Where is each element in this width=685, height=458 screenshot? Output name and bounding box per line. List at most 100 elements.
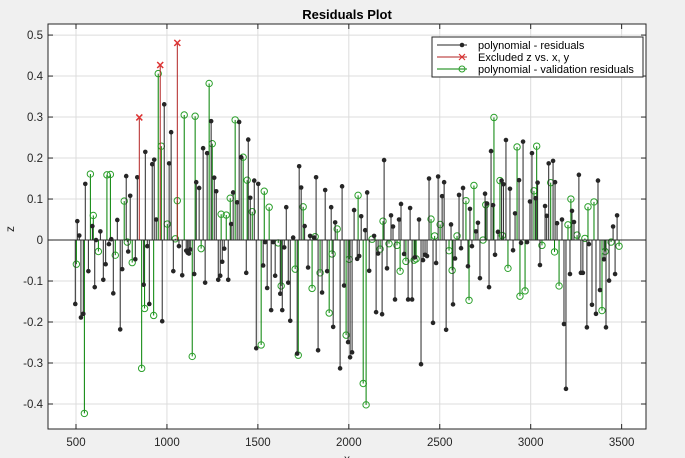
stem-marker-circle bbox=[342, 331, 350, 339]
stem-marker-dot bbox=[501, 181, 506, 187]
stem-marker-dot bbox=[595, 178, 601, 183]
stem-residual bbox=[264, 240, 270, 291]
stem-residual bbox=[569, 208, 575, 241]
stem-residual bbox=[92, 240, 98, 290]
stem-residual bbox=[535, 180, 540, 241]
stem-marker-dot bbox=[490, 202, 496, 208]
stem-marker-circle bbox=[598, 306, 606, 315]
stem-excluded bbox=[173, 39, 181, 241]
stem-residual bbox=[253, 240, 259, 351]
stem-residual bbox=[460, 185, 466, 241]
stem-residual bbox=[612, 240, 618, 277]
stem-marker-dot bbox=[392, 297, 398, 302]
stem-marker-dot bbox=[114, 217, 120, 223]
stem-residual bbox=[492, 240, 498, 258]
stem-residual bbox=[315, 240, 321, 353]
stem-residual bbox=[484, 201, 490, 241]
y-tick-label: -0.4 bbox=[23, 399, 43, 411]
stem-residual bbox=[373, 240, 379, 315]
stem-residual bbox=[200, 145, 206, 241]
stem-marker-dot bbox=[567, 271, 573, 277]
stem-marker-dot bbox=[412, 254, 418, 260]
stem-marker-dot bbox=[426, 176, 432, 181]
stem-marker-dot bbox=[171, 268, 176, 274]
stem-marker-dot bbox=[119, 266, 125, 272]
stem-marker-circle bbox=[615, 242, 623, 250]
stem-residual bbox=[219, 240, 225, 265]
stem-residual bbox=[322, 187, 328, 241]
stem-residual bbox=[90, 223, 95, 241]
stem-marker-dot bbox=[86, 268, 91, 274]
stem-residual bbox=[384, 240, 390, 271]
stem-residual bbox=[307, 233, 313, 241]
stem-residual bbox=[407, 205, 413, 241]
stem-marker-circle bbox=[243, 176, 251, 184]
stem-marker-dot bbox=[294, 351, 300, 356]
stem-validation bbox=[248, 208, 256, 241]
stem-residual bbox=[593, 240, 599, 317]
stem-marker-dot bbox=[458, 245, 464, 251]
stem-residual bbox=[283, 204, 289, 241]
stem-validation bbox=[550, 240, 559, 256]
stem-marker-dot bbox=[571, 219, 577, 225]
stem-validation bbox=[243, 176, 251, 241]
stem-marker-dot bbox=[204, 150, 210, 156]
stem-marker-circle bbox=[260, 187, 268, 195]
stem-residual bbox=[296, 163, 302, 241]
stem-marker-circle bbox=[308, 284, 316, 293]
stem-residual bbox=[328, 204, 334, 241]
stem-residual bbox=[319, 240, 325, 295]
stem-marker-dot bbox=[439, 193, 445, 199]
stem-marker-dot bbox=[283, 204, 289, 210]
stem-marker-dot bbox=[612, 271, 618, 277]
stem-marker-circle bbox=[191, 112, 199, 120]
stem-residual bbox=[433, 240, 439, 266]
stem-marker-circle bbox=[299, 203, 307, 211]
stem-validation bbox=[257, 240, 265, 349]
stem-marker-dot bbox=[159, 318, 165, 324]
stem-validation bbox=[504, 240, 512, 273]
stem-marker-dot bbox=[319, 290, 325, 295]
stem-residual bbox=[603, 240, 609, 330]
stem-residual bbox=[191, 240, 197, 277]
stem-validation bbox=[277, 240, 285, 290]
stem-marker-circle bbox=[106, 170, 115, 179]
legend-marker-x-icon bbox=[458, 53, 466, 61]
stem-marker-x bbox=[173, 39, 181, 47]
stem-marker-circle bbox=[328, 250, 336, 258]
stem-marker-circle bbox=[197, 244, 205, 253]
stem-residual bbox=[110, 240, 116, 296]
stem-validation bbox=[379, 217, 387, 241]
stem-marker-dot bbox=[307, 233, 313, 239]
stem-marker-dot bbox=[196, 185, 202, 191]
stem-marker-dot bbox=[349, 350, 355, 355]
stem-marker-dot bbox=[74, 218, 80, 224]
x-tick-label: 2500 bbox=[427, 437, 453, 449]
stem-marker-circle bbox=[149, 311, 158, 320]
stem-residual bbox=[580, 240, 586, 276]
stem-marker-dot bbox=[614, 213, 620, 218]
stem-marker-dot bbox=[499, 178, 504, 183]
stem-residual bbox=[341, 240, 347, 288]
stem-marker-dot bbox=[141, 282, 146, 288]
stem-residual bbox=[225, 240, 231, 283]
y-tick-label: 0.2 bbox=[27, 153, 43, 165]
stem-residual bbox=[390, 224, 396, 241]
stem-residual bbox=[499, 178, 504, 241]
stem-residual bbox=[245, 137, 251, 241]
stem-marker-dot bbox=[143, 149, 148, 155]
stem-marker-dot bbox=[110, 291, 116, 296]
stem-marker-circle bbox=[205, 79, 213, 88]
stem-residual bbox=[554, 220, 560, 241]
stem-residual bbox=[495, 229, 501, 241]
stem-marker-dot bbox=[362, 227, 368, 233]
stem-marker-circle bbox=[396, 267, 404, 275]
stem-marker-dot bbox=[247, 195, 253, 201]
stem-marker-circle bbox=[111, 251, 119, 259]
stem-marker-dot bbox=[228, 221, 234, 227]
y-tick-label: -0.1 bbox=[23, 276, 43, 288]
stem-marker-dot bbox=[230, 190, 236, 195]
stem-residual bbox=[501, 181, 506, 241]
stem-marker-dot bbox=[225, 277, 231, 283]
stem-marker-dot bbox=[396, 217, 402, 222]
